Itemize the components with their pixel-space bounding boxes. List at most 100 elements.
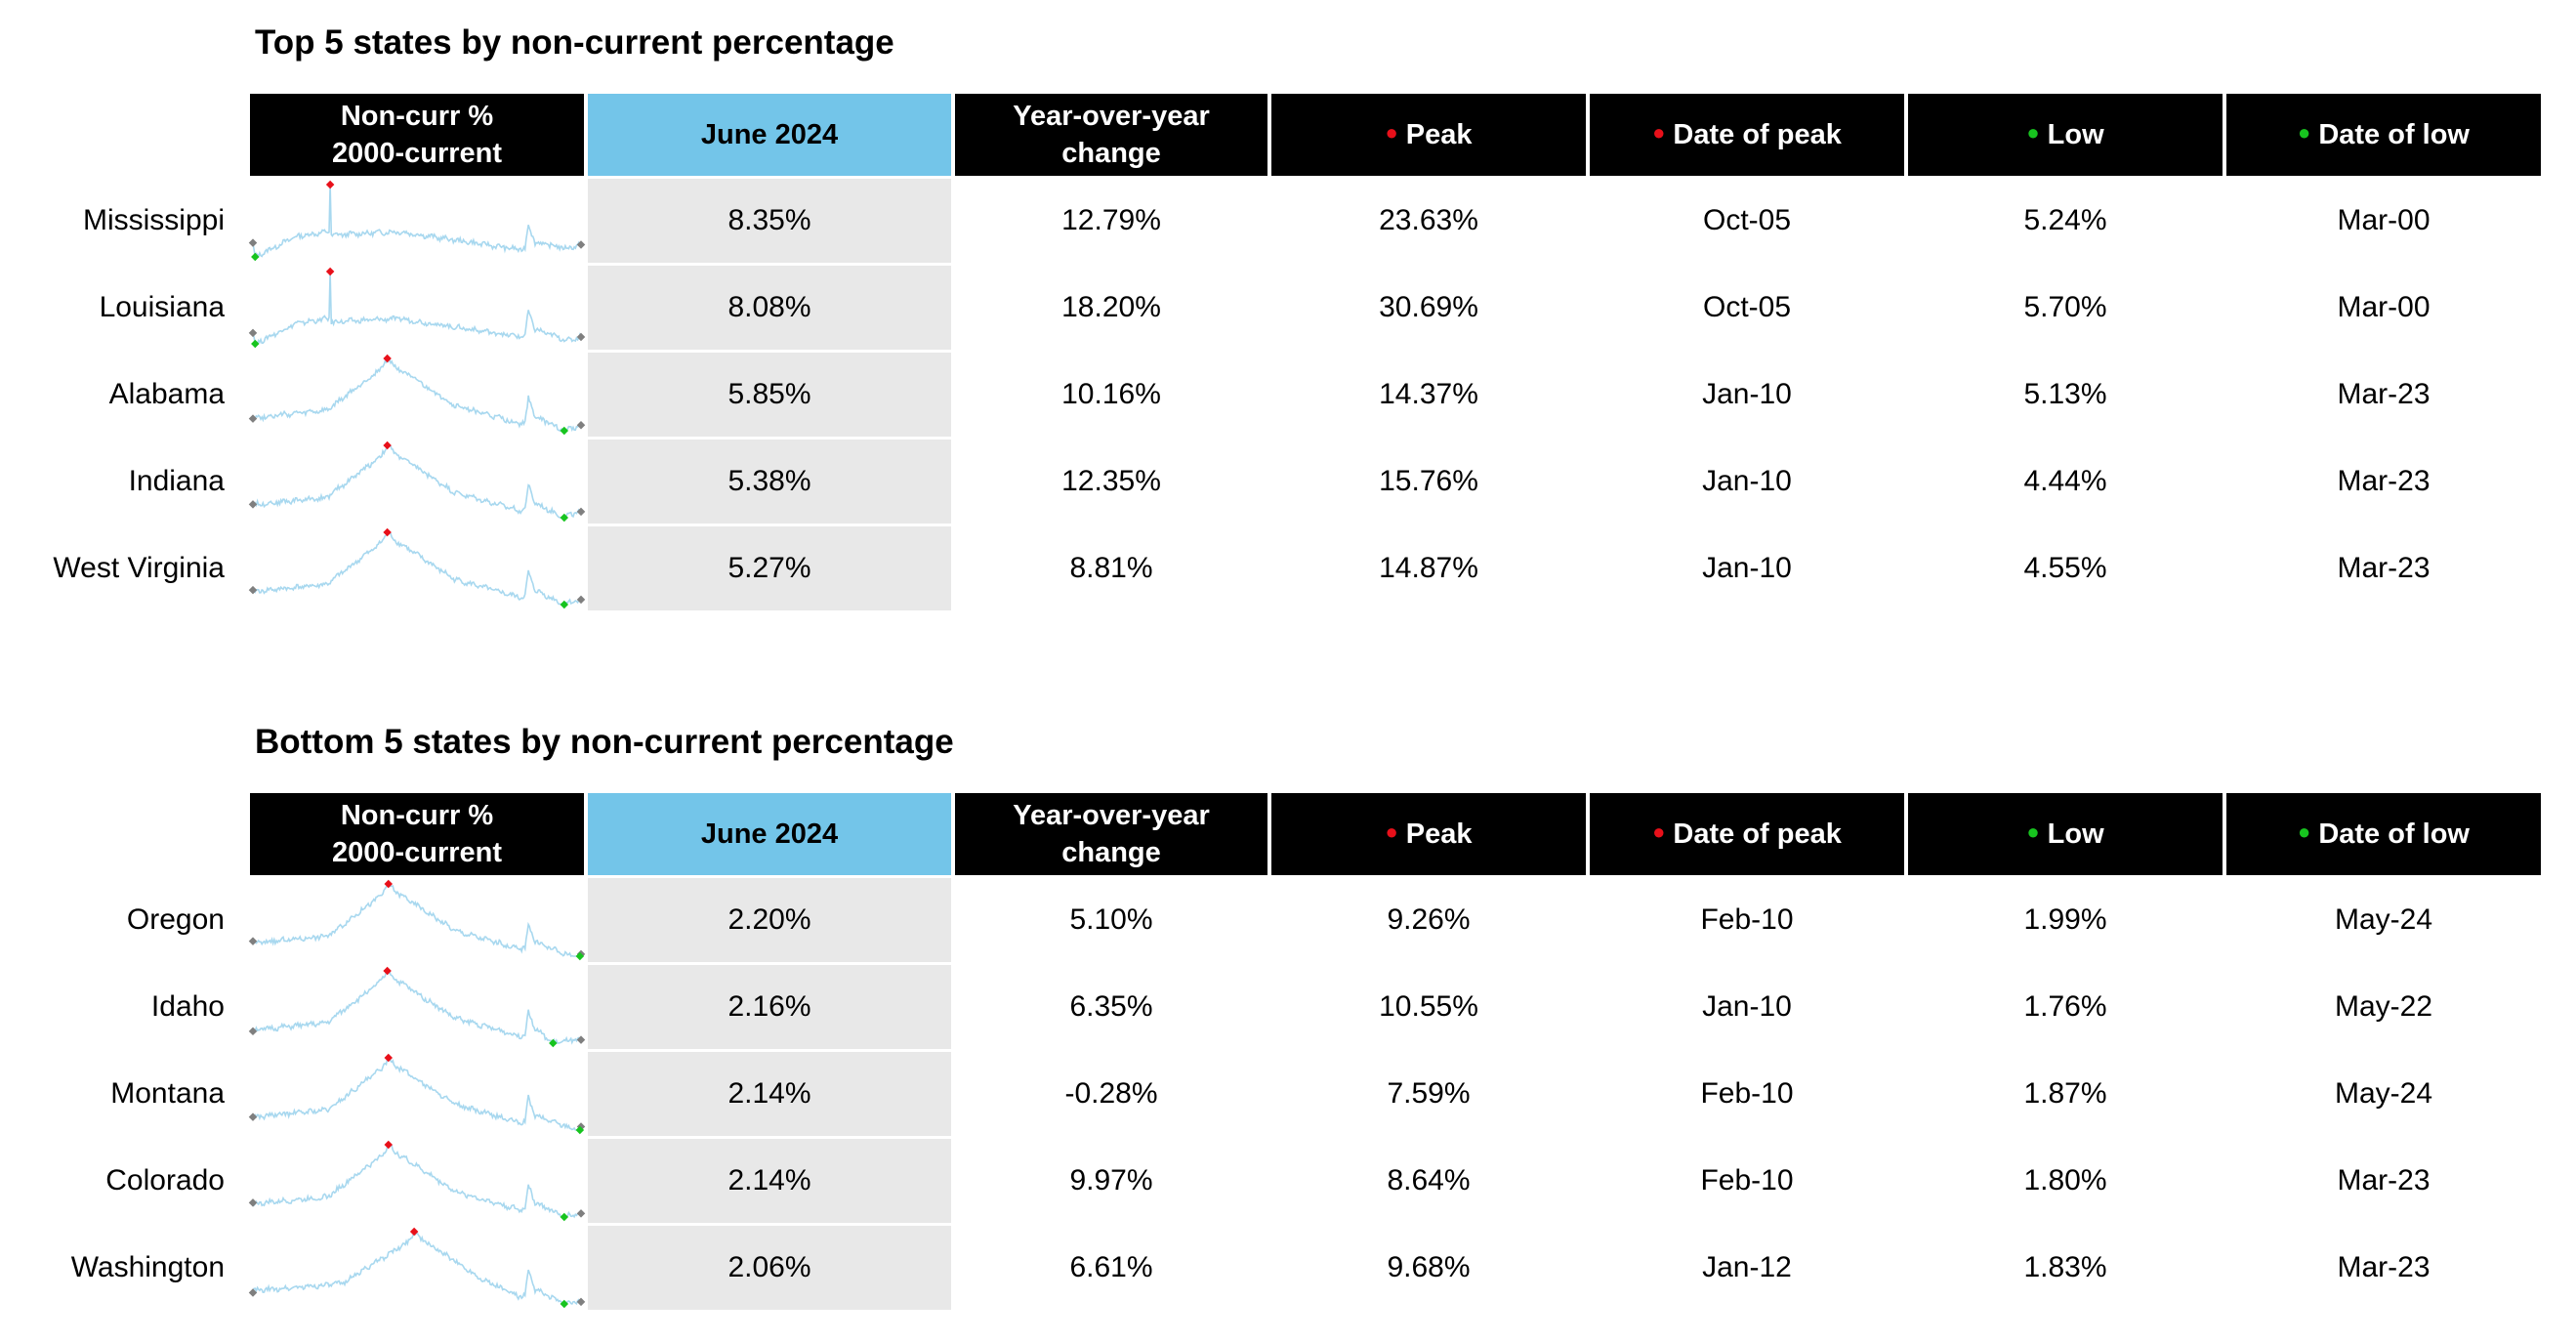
state-name: Alabama (108, 378, 225, 410)
cell-peak-date: Oct-05 (1702, 291, 1792, 323)
cell-low-date: May-22 (2334, 990, 2433, 1023)
sparkline-low-marker (560, 600, 569, 609)
green-dot-icon: ● (2298, 120, 2311, 145)
sparkline-series (252, 1057, 582, 1132)
cell-peak: 14.37% (1379, 378, 1478, 410)
cell-yoy: 8.81% (1069, 552, 1153, 584)
sparkline-series (252, 1144, 582, 1219)
section-title: Top 5 states by non-current percentage (255, 23, 894, 62)
cell-yoy: -0.28% (1064, 1077, 1158, 1110)
sparkline-series (252, 969, 582, 1046)
header-peak: ● Peak (1271, 793, 1586, 875)
state-name: West Virginia (53, 552, 225, 584)
table-row: Mississippi 8.35% 12.79% 23.63% Oct-05 5.24% M… (0, 179, 2576, 263)
red-dot-icon: ● (1652, 819, 1666, 844)
cell-peak-date: Jan-10 (1702, 465, 1792, 497)
header-yoy-line1: Year-over-year (1013, 101, 1210, 132)
cell-june-2024: 5.27% (588, 526, 951, 610)
table-row: West Virginia 5.27% 8.81% 14.87% Jan-10 4.55%… (0, 526, 2576, 610)
header-low: ● Low (1908, 94, 2223, 176)
state-name: Idaho (150, 990, 225, 1023)
sparkline (248, 267, 586, 349)
cell-low-date: Mar-23 (2337, 465, 2431, 497)
cell-june-2024: 5.38% (588, 440, 951, 524)
cell-june-2024: 8.08% (588, 266, 951, 350)
cell-low: 1.76% (2023, 990, 2107, 1023)
table-row: Louisiana 8.08% 18.20% 30.69% Oct-05 5.70% Mar… (0, 266, 2576, 350)
header-yoy: Year-over-year change (955, 793, 1267, 875)
cell-june-2024: 2.14% (588, 1052, 951, 1136)
cell-low-date: Mar-00 (2337, 204, 2431, 236)
cell-peak-date: Jan-10 (1702, 552, 1792, 584)
sparkline-start-marker (248, 414, 258, 423)
header-peak: ● Peak (1271, 94, 1586, 176)
header-sparkline: Non-curr % 2000-current (250, 94, 584, 176)
sparkline-end-marker (576, 1209, 586, 1218)
header-yoy: Year-over-year change (955, 94, 1267, 176)
cell-yoy: 18.20% (1061, 291, 1161, 323)
sparkline-peak-marker (325, 180, 335, 189)
sparkline-end-marker (576, 1035, 586, 1044)
sparkline-start-marker (248, 1198, 258, 1207)
cell-low: 4.44% (2023, 465, 2107, 497)
sparkline-start-marker (248, 585, 258, 595)
cell-june-2024: 2.06% (588, 1226, 951, 1310)
red-dot-icon: ● (1385, 120, 1398, 145)
header-yoy-line2: change (1061, 138, 1161, 169)
green-dot-icon: ● (2298, 819, 2311, 844)
sparkline-low-marker (560, 1212, 569, 1222)
state-name: Washington (70, 1251, 225, 1283)
cell-low-date: May-24 (2334, 903, 2433, 936)
cell-yoy: 12.35% (1061, 465, 1161, 497)
header-peak-label: Peak (1405, 818, 1473, 850)
cell-june-2024: 8.35% (588, 179, 951, 263)
cell-yoy: 6.61% (1069, 1251, 1153, 1283)
state-name: Montana (110, 1077, 225, 1110)
sparkline-start-marker (248, 500, 258, 509)
cell-low-date: Mar-23 (2337, 1251, 2431, 1283)
sparkline-series (252, 444, 582, 520)
sparkline-low-marker (560, 426, 569, 436)
sparkline-start-marker (248, 328, 258, 338)
cell-june-2024: 2.14% (588, 1139, 951, 1223)
sparkline-series (252, 271, 582, 346)
sparkline-end-marker (576, 507, 586, 517)
header-date-of-peak-label: Date of peak (1673, 818, 1842, 850)
sparkline-series (252, 356, 582, 433)
cell-peak-date: Feb-10 (1700, 1164, 1794, 1196)
sparkline-start-marker (248, 1112, 258, 1121)
cell-low: 1.83% (2023, 1251, 2107, 1283)
cell-low: 1.80% (2023, 1164, 2107, 1196)
cell-low-date: Mar-23 (2337, 552, 2431, 584)
cell-yoy: 10.16% (1061, 378, 1161, 410)
sparkline-series (252, 184, 582, 259)
sparkline-peak-marker (409, 1227, 419, 1237)
header-date-of-low: ● Date of low (2226, 793, 2541, 875)
cell-peak-date: Jan-10 (1702, 990, 1792, 1023)
sparkline (248, 879, 586, 961)
sparkline-low-marker (575, 1125, 585, 1135)
sparkline-peak-marker (383, 354, 392, 363)
header-date-of-peak: ● Date of peak (1590, 793, 1904, 875)
header-june-2024-label: June 2024 (700, 119, 839, 150)
sparkline-series (252, 883, 582, 958)
header-sparkline-line1: Non-curr % (340, 800, 494, 831)
cell-yoy: 12.79% (1061, 204, 1161, 236)
header-low-label: Low (2047, 818, 2104, 850)
header-date-of-low: ● Date of low (2226, 94, 2541, 176)
cell-low: 1.87% (2023, 1077, 2107, 1110)
sparkline-peak-marker (384, 1140, 394, 1150)
cell-peak-date: Feb-10 (1700, 903, 1794, 936)
state-name: Oregon (126, 903, 225, 936)
sparkline (248, 1227, 586, 1309)
cell-peak-date: Jan-12 (1702, 1251, 1792, 1283)
header-date-of-low-label: Date of low (2318, 818, 2470, 850)
sparkline (248, 966, 586, 1048)
header-sparkline: Non-curr % 2000-current (250, 793, 584, 875)
state-name: Mississippi (82, 204, 225, 236)
green-dot-icon: ● (2026, 120, 2040, 145)
header-yoy-line1: Year-over-year (1013, 800, 1210, 831)
sparkline (248, 441, 586, 523)
sparkline-peak-marker (325, 267, 335, 276)
sparkline-end-marker (576, 420, 586, 430)
